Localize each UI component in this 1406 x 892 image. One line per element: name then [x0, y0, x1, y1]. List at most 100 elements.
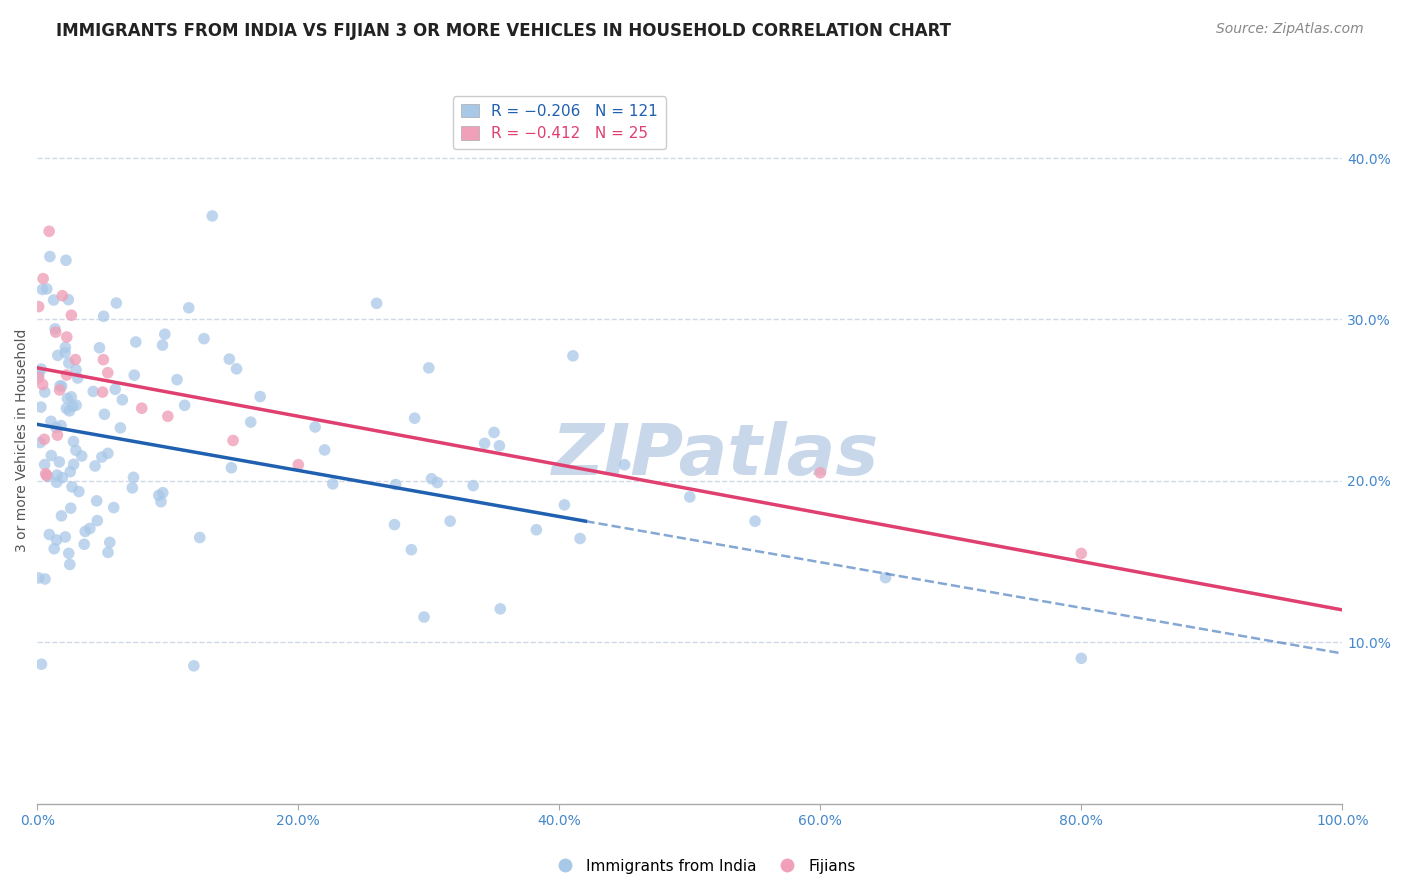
Point: [482, 425, 505, 440]
Point: [366, 296, 388, 310]
Point: [48, 383, 70, 397]
Point: [239, 415, 262, 429]
Point: [322, 476, 344, 491]
Point: [58, 356, 80, 370]
Point: [31, 377, 53, 392]
Point: [65, 398, 87, 412]
Point: [439, 514, 461, 528]
Point: [38, 250, 60, 264]
Point: [418, 360, 440, 375]
Point: [65, 363, 87, 377]
Point: [55, 253, 77, 268]
Point: [384, 477, 406, 491]
Point: [73, 537, 96, 551]
Point: [51, 379, 73, 393]
Point: [122, 470, 145, 484]
Point: [30, 400, 52, 414]
Point: [222, 434, 245, 448]
Point: [404, 411, 426, 425]
Point: [201, 209, 224, 223]
Point: [44, 541, 66, 556]
Point: [60, 480, 83, 494]
Point: [60, 308, 83, 322]
Point: [93, 310, 115, 324]
Point: [38, 224, 60, 238]
Point: [488, 439, 510, 453]
Point: [58, 404, 80, 418]
Point: [93, 407, 115, 421]
Point: [97, 545, 120, 559]
Point: [188, 531, 211, 545]
Point: [53, 340, 76, 354]
Point: [84, 458, 107, 473]
Point: [45, 420, 67, 434]
Legend: Immigrants from India, Fijians: Immigrants from India, Fijians: [544, 853, 862, 880]
Point: [152, 485, 174, 500]
Point: [173, 398, 195, 412]
Point: [27, 300, 49, 314]
Point: [413, 610, 436, 624]
Point: [97, 446, 120, 460]
Point: [75, 524, 97, 539]
Point: [34, 467, 56, 481]
Point: [34, 572, 56, 586]
Point: [27, 368, 49, 382]
Point: [41, 449, 63, 463]
Point: [30, 362, 52, 376]
Point: [62, 458, 84, 472]
Point: [86, 494, 108, 508]
Point: [193, 332, 215, 346]
Point: [51, 508, 73, 523]
Point: [46, 348, 69, 362]
Point: [156, 409, 179, 424]
Point: [384, 517, 406, 532]
Point: [1070, 651, 1092, 665]
Point: [152, 338, 174, 352]
Point: [104, 382, 127, 396]
Point: [53, 530, 76, 544]
Point: [463, 478, 485, 492]
Point: [38, 527, 60, 541]
Point: [103, 500, 125, 515]
Point: [613, 458, 636, 472]
Point: [105, 296, 128, 310]
Point: [56, 392, 79, 406]
Point: [524, 523, 547, 537]
Point: [34, 458, 56, 472]
Point: [304, 420, 326, 434]
Point: [148, 488, 170, 502]
Point: [34, 385, 56, 400]
Text: IMMIGRANTS FROM INDIA VS FIJIAN 3 OR MORE VEHICLES IN HOUSEHOLD CORRELATION CHAR: IMMIGRANTS FROM INDIA VS FIJIAN 3 OR MOR…: [56, 22, 952, 40]
Point: [31, 282, 53, 296]
Point: [67, 484, 90, 499]
Point: [45, 533, 67, 547]
Point: [569, 532, 592, 546]
Point: [86, 514, 108, 528]
Point: [875, 571, 897, 585]
Point: [32, 433, 55, 447]
Point: [131, 401, 153, 416]
Point: [51, 288, 73, 302]
Text: Source: ZipAtlas.com: Source: ZipAtlas.com: [1216, 22, 1364, 37]
Point: [183, 658, 205, 673]
Text: ZIPatlas: ZIPatlas: [553, 420, 880, 490]
Y-axis label: 3 or more Vehicles in Household: 3 or more Vehicles in Household: [15, 329, 30, 552]
Point: [44, 322, 66, 336]
Point: [218, 352, 240, 367]
Point: [679, 490, 702, 504]
Point: [125, 334, 148, 349]
Point: [553, 498, 575, 512]
Point: [166, 373, 188, 387]
Point: [314, 442, 336, 457]
Point: [49, 418, 72, 433]
Point: [39, 414, 62, 428]
Point: [62, 400, 84, 414]
Point: [62, 434, 84, 449]
Point: [27, 571, 49, 585]
Point: [46, 428, 69, 442]
Point: [66, 371, 89, 385]
Point: [150, 494, 173, 508]
Point: [65, 443, 87, 458]
Point: [561, 349, 583, 363]
Point: [53, 345, 76, 359]
